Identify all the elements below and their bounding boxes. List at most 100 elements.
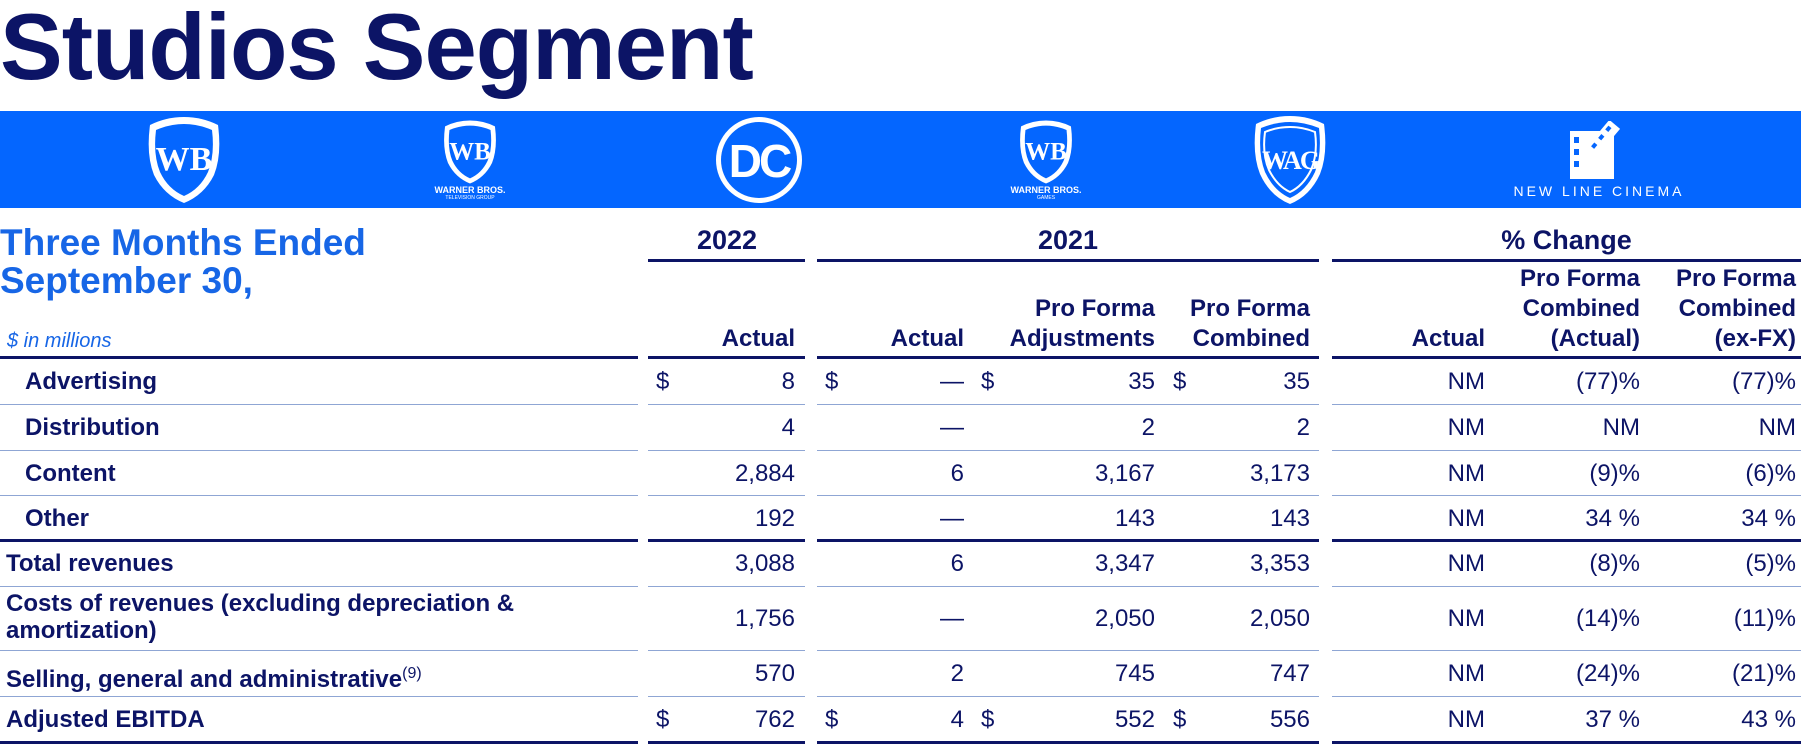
table-row: Costs of revenues (excluding depreciatio… xyxy=(0,587,1801,651)
table-cell: NM xyxy=(1447,460,1485,487)
currency-symbol: $ xyxy=(981,706,995,733)
column-header-line3: Actual xyxy=(890,325,964,352)
group-header-change: % Change xyxy=(1501,225,1632,255)
row-divider xyxy=(648,741,805,744)
period-heading-line1: Three Months Ended xyxy=(0,222,366,263)
wb-games-subcaption: GAMES xyxy=(1036,194,1056,201)
table-cell: 3,167 xyxy=(1094,460,1155,487)
column-header-line1: Pro Forma xyxy=(1675,265,1796,292)
table-cell: 747 xyxy=(1269,660,1310,687)
table-cell: (14)% xyxy=(1575,605,1640,632)
svg-text:WB: WB xyxy=(1025,138,1067,165)
column-header-line2: Pro Forma xyxy=(1034,295,1155,322)
new-line-cinema-icon: NEW LINE CINEMA xyxy=(1508,111,1690,208)
row-divider xyxy=(817,741,1319,744)
currency-symbol: $ xyxy=(656,368,670,395)
row-divider xyxy=(1332,450,1801,451)
row-divider xyxy=(817,650,1319,651)
table-cell: 2,050 xyxy=(1094,605,1155,632)
row-divider xyxy=(0,539,638,542)
row-divider xyxy=(648,696,805,697)
svg-text:WB: WB xyxy=(156,141,213,178)
row-divider xyxy=(817,586,1319,587)
row-label: Total revenues xyxy=(6,550,174,577)
row-divider xyxy=(817,696,1319,697)
column-header-line3: Actual xyxy=(1411,325,1485,352)
group-rule-2021 xyxy=(817,259,1319,262)
row-label-line1: Costs of revenues (excluding depreciatio… xyxy=(6,590,515,617)
table-cell: 2,884 xyxy=(734,460,795,487)
currency-symbol: $ xyxy=(981,368,995,395)
row-divider xyxy=(0,450,638,451)
table-row: Adjusted EBITDA $ $ $ $762 4 552 556 NM 37 % 43 % xyxy=(0,697,1801,743)
group-header-2021: 2021 xyxy=(1037,225,1099,255)
row-label: Advertising xyxy=(25,368,158,395)
table-cell: NM xyxy=(1447,706,1485,733)
row-divider xyxy=(1332,650,1801,651)
table-cell: (8)% xyxy=(1589,550,1640,577)
table-cell: (77)% xyxy=(1575,368,1640,395)
table-cell: 3,347 xyxy=(1094,550,1155,577)
table-cell: — xyxy=(940,414,964,441)
column-header: Actual xyxy=(650,262,795,354)
row-divider xyxy=(1332,586,1801,587)
table-cell: 745 xyxy=(1114,660,1155,687)
row-divider xyxy=(648,495,805,496)
table-cell: 570 xyxy=(754,660,795,687)
table-cell: NM xyxy=(1447,505,1485,532)
page-title: Studios Segment xyxy=(0,0,754,99)
table-cell: 3,353 xyxy=(1249,550,1310,577)
row-divider xyxy=(0,586,638,587)
currency-symbol: $ xyxy=(825,368,839,395)
column-header: Actual xyxy=(1335,262,1485,354)
table-cell: 43 % xyxy=(1741,706,1796,733)
table-cell: NM xyxy=(1447,605,1485,632)
table-cell: (5)% xyxy=(1745,550,1796,577)
row-divider xyxy=(648,404,805,405)
table-cell: — xyxy=(940,505,964,532)
wb-shield-icon: WB xyxy=(140,111,228,208)
group-rule-2022 xyxy=(648,259,805,262)
row-divider xyxy=(0,495,638,496)
table-cell: (6)% xyxy=(1745,460,1796,487)
table-cell: 34 % xyxy=(1585,505,1640,532)
table-row: Distribution 4 — 2 2 NM NM NM xyxy=(0,405,1801,451)
header-rule-2021 xyxy=(817,356,1319,359)
currency-symbol: $ xyxy=(1173,368,1187,395)
column-header: Pro Forma Combined (ex-FX) xyxy=(1646,262,1796,354)
column-header-line2: Pro Forma xyxy=(1189,295,1310,322)
row-divider xyxy=(648,586,805,587)
table-cell: 6 xyxy=(950,460,964,487)
table-cell: NM xyxy=(1447,368,1485,395)
group-rule-change xyxy=(1332,259,1801,262)
table-cell: 1,756 xyxy=(734,605,795,632)
wb-animation-icon: WAG xyxy=(1250,111,1330,208)
table-cell: (9)% xyxy=(1589,460,1640,487)
row-divider xyxy=(817,404,1319,405)
table-cell: (21)% xyxy=(1731,660,1796,687)
row-label: Selling, general and administrative(9) xyxy=(6,665,422,693)
table-row: Selling, general and administrative(9) 57… xyxy=(0,651,1801,697)
table-cell: 3,088 xyxy=(734,550,795,577)
column-header: Pro Forma Adjustments xyxy=(970,262,1155,354)
row-divider xyxy=(648,650,805,651)
row-divider xyxy=(817,450,1319,451)
row-label: Content xyxy=(25,460,116,487)
group-header-2022: 2022 xyxy=(696,225,758,255)
column-header-line3: Adjustments xyxy=(1009,325,1155,352)
brand-logo-band: WB WB WARNER BROS. TELEVISION GROUP DC W… xyxy=(0,111,1801,208)
table-row: Advertising $ $ $ $8 — 35 35 NM (77)% (77)% xyxy=(0,359,1801,405)
table-cell: NM xyxy=(1447,550,1485,577)
table-cell: 35 xyxy=(1128,368,1155,395)
table-row: Total revenues 3,088 6 3,347 3,353 NM (8)% (5)% xyxy=(0,541,1801,587)
svg-text:WAG: WAG xyxy=(1262,146,1320,175)
column-header-line2: Combined xyxy=(1678,295,1796,322)
table-cell: — xyxy=(940,368,964,395)
header-rule-change xyxy=(1332,356,1801,359)
table-row: Other 192 — 143 143 NM 34 % 34 % xyxy=(0,496,1801,541)
currency-symbol: $ xyxy=(1173,706,1187,733)
footnote-marker: (9) xyxy=(402,665,422,682)
row-divider xyxy=(648,450,805,451)
table-cell: 143 xyxy=(1269,505,1310,532)
period-heading: Three Months Ended September 30, xyxy=(0,224,460,300)
